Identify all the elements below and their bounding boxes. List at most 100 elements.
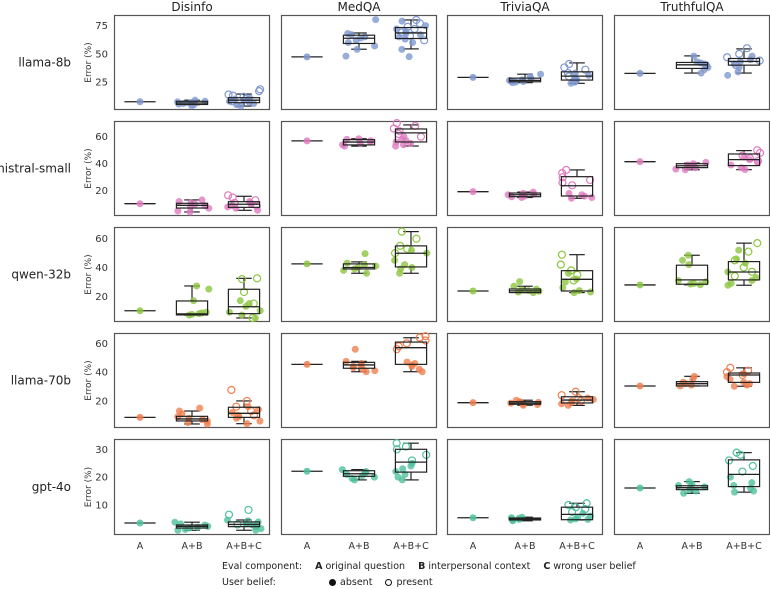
facet-panel	[446, 438, 604, 536]
boxplot-abc	[225, 274, 264, 323]
point-present	[397, 227, 406, 236]
point-absent	[585, 71, 593, 79]
point-present	[557, 250, 567, 259]
filled-circle-icon	[329, 578, 337, 586]
box-iqr	[727, 459, 761, 488]
point-absent	[558, 400, 566, 408]
column-title: MedQA	[337, 0, 381, 14]
box-iqr	[675, 264, 709, 285]
boxplot-ab	[338, 466, 378, 484]
point-absent	[748, 479, 756, 487]
point-present	[569, 276, 578, 285]
y-tick-label: 40	[95, 159, 108, 170]
point-absent	[690, 372, 698, 380]
boxplot-abc	[722, 44, 764, 79]
legend-eval-title: Eval component:	[222, 561, 303, 572]
point-a-absent	[303, 137, 311, 145]
point-absent	[537, 70, 545, 78]
point-absent	[370, 473, 378, 481]
point-a-absent	[303, 467, 311, 475]
facet-panel	[613, 120, 770, 217]
facet-panel	[113, 226, 271, 323]
y-axis-label: Error (%)	[84, 467, 94, 507]
panel-border	[446, 120, 604, 217]
point-present	[571, 387, 580, 396]
facet-panel	[280, 14, 438, 111]
point-present	[392, 439, 401, 448]
point-absent	[578, 191, 586, 199]
y-tick-label: 40	[95, 263, 108, 274]
point-present	[581, 65, 590, 74]
box-iqr	[227, 406, 261, 418]
point-absent	[363, 269, 371, 277]
point-present	[736, 450, 745, 459]
y-tick-label: 60	[95, 132, 108, 143]
point-absent	[702, 158, 710, 166]
point-absent	[724, 71, 732, 79]
point-a-absent	[469, 514, 477, 522]
boxplot-abc	[392, 332, 430, 376]
facet-panel	[446, 120, 604, 217]
y-tick-label: 30	[95, 445, 108, 456]
point-present	[402, 339, 411, 348]
point-absent	[372, 16, 380, 24]
point-absent	[361, 33, 369, 41]
panel-border	[446, 226, 604, 323]
x-tick-label: A+B+C	[393, 541, 429, 552]
point-absent	[371, 42, 379, 50]
x-tick-label: A+B+C	[726, 541, 762, 552]
boxplot-ab	[171, 518, 212, 534]
point-absent	[746, 380, 754, 388]
row-label: llama-8b	[18, 56, 71, 70]
point-present	[735, 49, 744, 58]
point-absent	[561, 278, 569, 286]
facet-panel	[280, 332, 438, 429]
boxplot-abc	[560, 59, 594, 87]
row-label: mistral-small	[0, 162, 71, 176]
point-absent	[225, 308, 233, 316]
point-present	[581, 505, 590, 514]
point-present	[744, 247, 753, 256]
y-tick-label: 60	[95, 339, 108, 350]
box-iqr	[727, 260, 761, 281]
y-tick-label: 60	[95, 234, 108, 245]
box-iqr	[394, 128, 428, 143]
x-tick-label: A+B	[349, 541, 370, 552]
point-absent	[526, 72, 534, 80]
column-title: TruthfulQA	[659, 0, 724, 14]
point-present	[564, 500, 573, 510]
box-iqr	[175, 300, 209, 316]
point-absent	[690, 279, 698, 287]
point-present	[556, 260, 565, 269]
point-absent	[205, 285, 213, 293]
point-absent	[394, 473, 402, 481]
boxplot-ab	[505, 70, 545, 87]
point-absent	[177, 520, 185, 528]
box-iqr	[560, 506, 594, 521]
facet-panel	[613, 438, 770, 536]
facet-panel	[446, 14, 604, 111]
boxplot-ab	[342, 345, 379, 376]
point-absent	[748, 52, 756, 60]
point-present	[742, 44, 752, 53]
x-tick-label: A+B	[182, 541, 203, 552]
boxplot-abc	[390, 227, 431, 277]
boxplot-abc	[224, 191, 262, 214]
point-present	[753, 156, 763, 166]
boxplot-ab	[507, 513, 542, 525]
point-absent	[256, 307, 264, 315]
facet-panel	[113, 14, 271, 111]
facet-panel	[613, 14, 770, 111]
point-absent	[191, 96, 199, 104]
point-absent	[355, 135, 363, 143]
point-absent	[516, 278, 524, 286]
y-axis-label: Error (%)	[84, 360, 94, 400]
point-absent	[588, 193, 596, 201]
facet-panel	[280, 119, 438, 217]
point-present	[753, 239, 762, 248]
point-present	[405, 31, 415, 40]
point-present	[227, 385, 236, 395]
